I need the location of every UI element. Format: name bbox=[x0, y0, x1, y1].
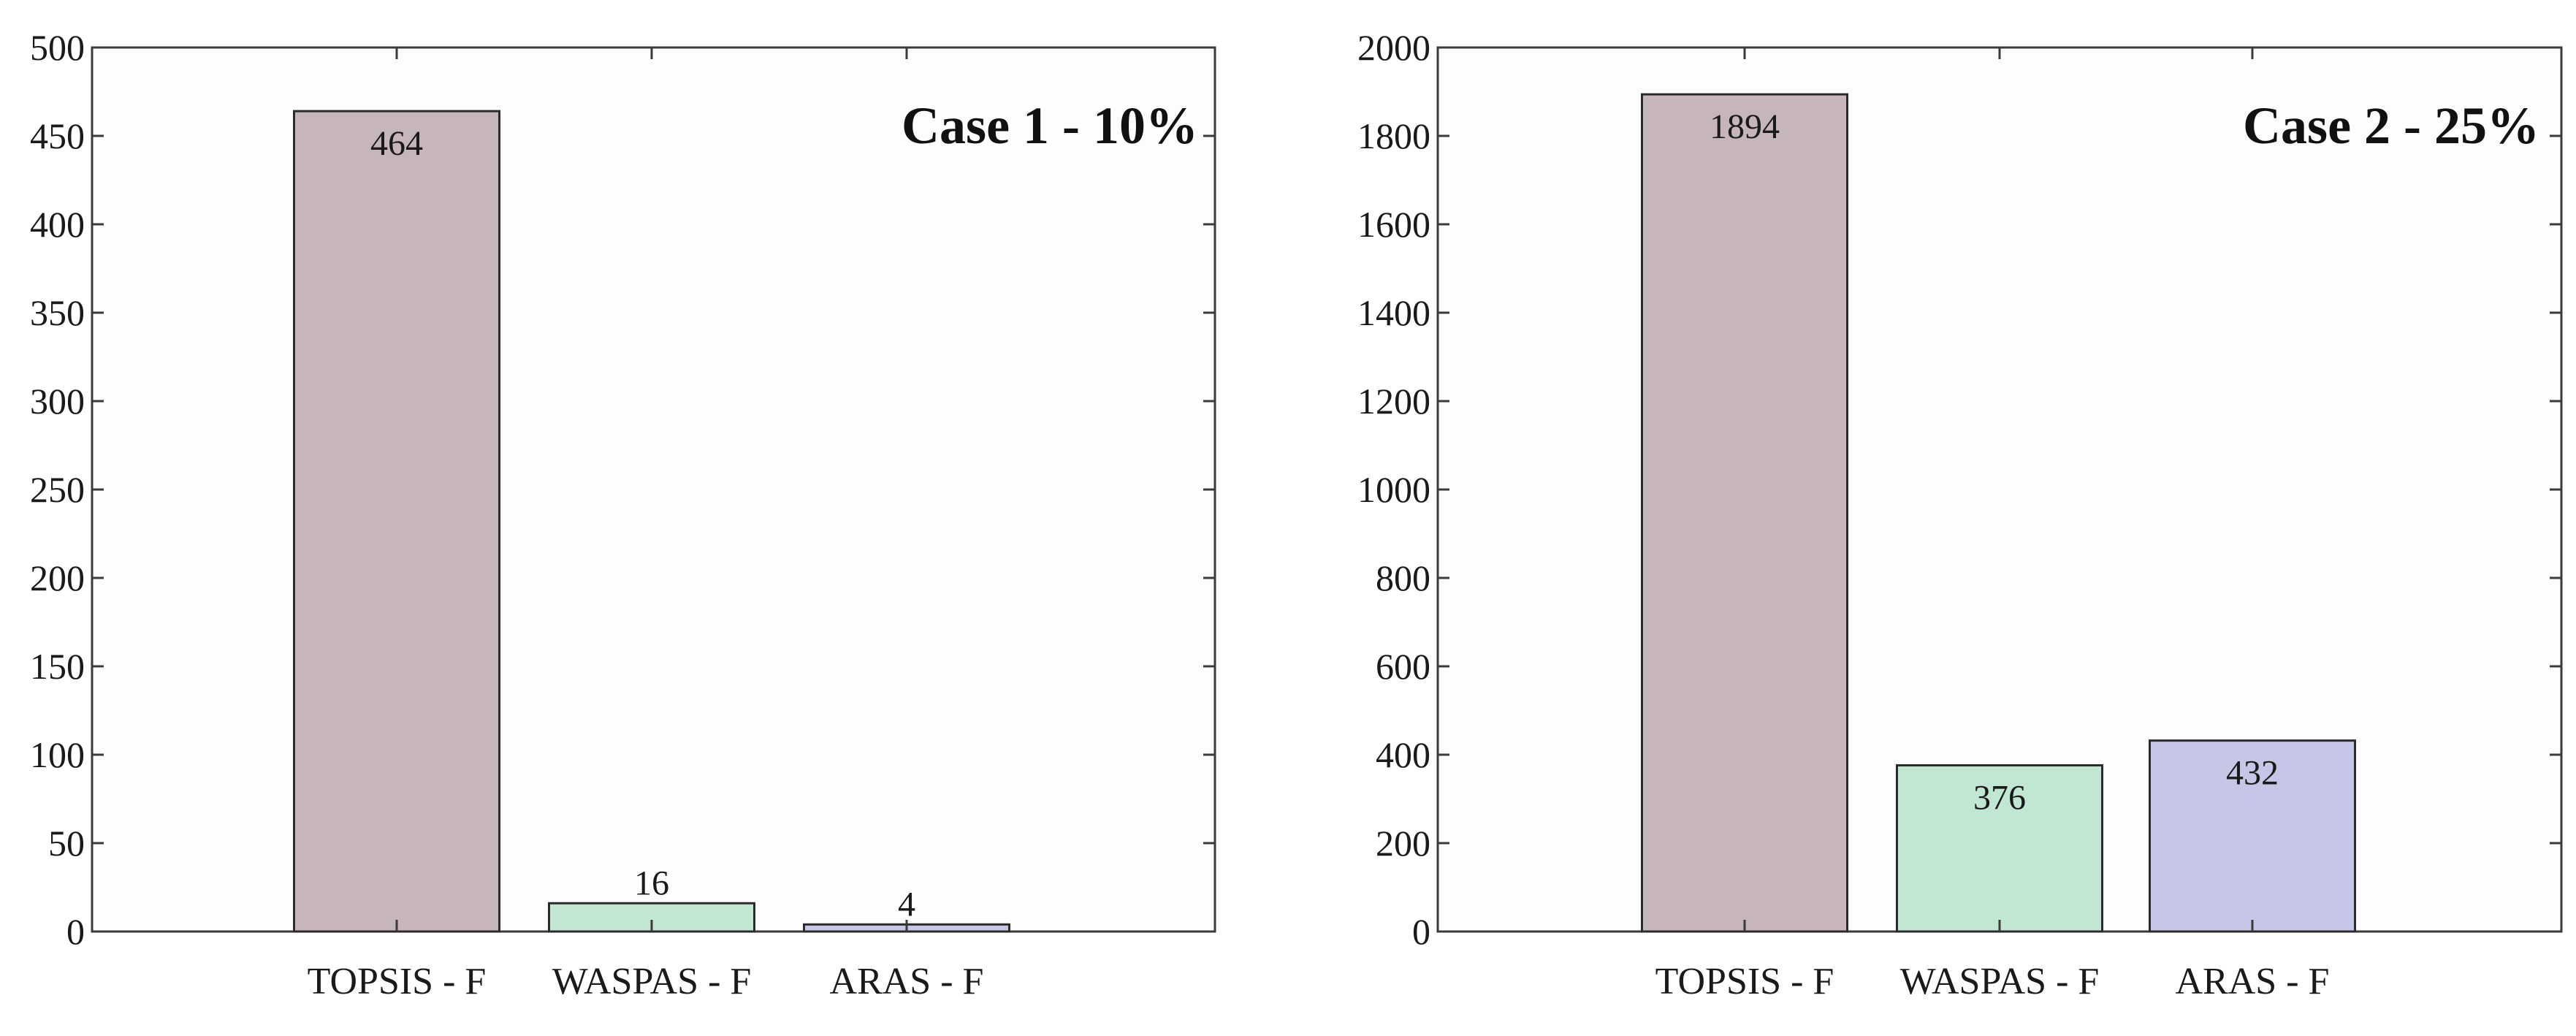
case-2-ytick-label: 1600 bbox=[1357, 204, 1430, 245]
case-1-ytick-label: 0 bbox=[66, 911, 85, 952]
case-1-ytick-label: 500 bbox=[30, 27, 85, 68]
case-1-category-label: WASPAS - F bbox=[552, 961, 752, 1002]
case-1-data-label: 464 bbox=[370, 124, 423, 163]
case-2-data-label: 1894 bbox=[1710, 107, 1780, 146]
case-2-ytick-label: 400 bbox=[1376, 734, 1430, 775]
case-2-ytick-label: 1400 bbox=[1357, 292, 1430, 333]
case-2-category-label: TOPSIS - F bbox=[1655, 961, 1834, 1002]
case-1-ytick-label: 50 bbox=[48, 823, 85, 864]
case-2-bar-1 bbox=[1641, 93, 1848, 933]
case-1-data-label: 4 bbox=[898, 885, 915, 923]
case-2-bar-3 bbox=[2149, 739, 2356, 933]
case-2-ytick-label: 1800 bbox=[1357, 115, 1430, 156]
case-1-data-label: 16 bbox=[634, 864, 669, 902]
case-2-data-label: 432 bbox=[2226, 754, 2279, 793]
case-1-ytick-label: 450 bbox=[30, 115, 85, 156]
case-2-data-label: 376 bbox=[1973, 779, 2026, 818]
case-2-category-label: WASPAS - F bbox=[1900, 961, 2100, 1002]
case-2-bar-2 bbox=[1896, 764, 2103, 933]
case-2-ytick-label: 1000 bbox=[1357, 469, 1430, 510]
case-1-ytick-label: 250 bbox=[30, 469, 85, 510]
case-2-ytick-label: 200 bbox=[1376, 823, 1430, 864]
chart-case-1: 0 50 100 150 200 250 300 350 400 450 500 TOPSIS - F… bbox=[30, 27, 1216, 1002]
case-1-plot-frame bbox=[91, 46, 1216, 933]
case-2-category-label: ARAS - F bbox=[2176, 961, 2330, 1002]
case-2-ytick-label: 2000 bbox=[1357, 27, 1430, 68]
case-1-title: Case 1 - 10% bbox=[902, 96, 1198, 155]
case-1-ytick-label: 400 bbox=[30, 204, 85, 245]
chart-case-2: 0 200 400 600 800 1000 1200 1400 1600 1800 2000 TOP… bbox=[1357, 27, 2563, 1002]
case-2-title: Case 2 - 25% bbox=[2243, 96, 2539, 155]
case-2-ytick-label: 0 bbox=[1412, 911, 1430, 952]
case-1-ytick-label: 300 bbox=[30, 381, 85, 422]
case-1-category-label: ARAS - F bbox=[830, 961, 984, 1002]
case-2-ytick-label: 800 bbox=[1376, 557, 1430, 598]
case-1-category-label: TOPSIS - F bbox=[308, 961, 487, 1002]
case-2-ytick-label: 600 bbox=[1376, 646, 1430, 687]
case-1-ytick-label: 100 bbox=[30, 734, 85, 775]
case-1-ytick-label: 350 bbox=[30, 292, 85, 333]
case-1-ytick-label: 150 bbox=[30, 646, 85, 687]
case-2-ytick-label: 1200 bbox=[1357, 381, 1430, 422]
case-1-ytick-label: 200 bbox=[30, 557, 85, 598]
case-1-bar-1 bbox=[293, 110, 500, 933]
